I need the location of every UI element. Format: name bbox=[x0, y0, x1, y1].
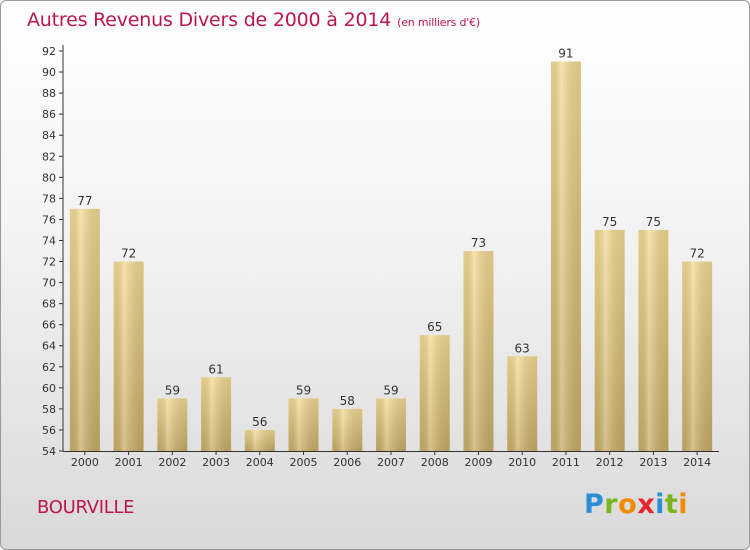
logo-letter: r bbox=[604, 489, 619, 520]
y-tick-label: 82 bbox=[42, 150, 56, 163]
x-tick-label: 2012 bbox=[596, 456, 624, 469]
chart-title-text: Autres Revenus Divers de 2000 à 2014 bbox=[27, 9, 392, 31]
chart-subtitle: (en milliers d'€) bbox=[397, 16, 481, 29]
y-tick-label: 56 bbox=[42, 424, 56, 437]
y-tick-label: 88 bbox=[42, 87, 56, 100]
logo-letter: x bbox=[637, 489, 656, 520]
chart-labels: 77 72 59 61 56 59 58 59 65 73 63 91 75 75 72 bbox=[77, 47, 705, 429]
y-tick-label: 68 bbox=[42, 298, 56, 311]
data-label: 73 bbox=[471, 236, 486, 250]
y-tick-label: 72 bbox=[42, 256, 56, 269]
y-tick-label: 58 bbox=[42, 403, 56, 416]
logo-letter: o bbox=[618, 489, 638, 520]
data-label: 59 bbox=[383, 383, 398, 397]
data-label: 59 bbox=[296, 383, 311, 397]
bar-shade bbox=[244, 429, 275, 451]
data-label: 75 bbox=[602, 215, 617, 229]
x-tick-label: 2007 bbox=[377, 456, 405, 469]
bar-shade bbox=[682, 261, 713, 451]
data-label: 72 bbox=[689, 247, 704, 261]
x-tick-label: 2000 bbox=[71, 456, 99, 469]
bar-shade bbox=[463, 251, 494, 451]
x-tick-label: 2002 bbox=[158, 456, 186, 469]
data-label: 59 bbox=[165, 383, 180, 397]
data-label: 91 bbox=[558, 47, 573, 61]
logo-letter: i bbox=[678, 489, 689, 520]
x-tick-label: 2014 bbox=[683, 456, 711, 469]
data-label: 77 bbox=[77, 194, 92, 208]
y-tick-label: 62 bbox=[42, 361, 56, 374]
data-label: 61 bbox=[208, 362, 223, 376]
x-tick-label: 2010 bbox=[508, 456, 536, 469]
chart-title: Autres Revenus Divers de 2000 à 2014 (en … bbox=[27, 9, 480, 31]
bar-shade bbox=[376, 398, 406, 451]
y-tick-label: 70 bbox=[42, 277, 56, 290]
y-tick-label: 78 bbox=[42, 192, 56, 205]
data-label: 72 bbox=[121, 247, 136, 261]
chart-axes: 54 56 58 60 62 64 66 68 70 72 74 76 78 80 82 84 86 88 90 92… bbox=[42, 45, 719, 469]
data-label: 75 bbox=[646, 215, 661, 229]
bar-shade bbox=[288, 398, 319, 451]
y-tick-label: 76 bbox=[42, 213, 56, 226]
data-label: 63 bbox=[515, 341, 530, 355]
x-tick-label: 2013 bbox=[639, 456, 667, 469]
bar-shade bbox=[550, 61, 581, 452]
proxiti-logo: Proxiti bbox=[584, 489, 688, 520]
x-tick-label: 2004 bbox=[246, 456, 274, 469]
bar-shade bbox=[157, 398, 188, 451]
x-tick-label: 2001 bbox=[115, 456, 143, 469]
bar-shade bbox=[638, 229, 669, 451]
y-tick-label: 60 bbox=[42, 382, 56, 395]
x-tick-label: 2009 bbox=[464, 456, 492, 469]
data-label: 65 bbox=[427, 320, 442, 334]
bar-shade bbox=[69, 208, 100, 451]
data-label: 58 bbox=[340, 394, 355, 408]
location-name: BOURVILLE bbox=[37, 497, 135, 518]
bar-shade bbox=[332, 408, 363, 451]
y-tick-label: 64 bbox=[42, 340, 56, 353]
bar-shade bbox=[201, 377, 232, 451]
bar-shade bbox=[419, 335, 450, 451]
y-tick-label: 84 bbox=[42, 129, 56, 142]
x-tick-label: 2008 bbox=[421, 456, 449, 469]
bar-shade bbox=[594, 229, 625, 451]
y-tick-label: 80 bbox=[42, 171, 56, 184]
data-label: 56 bbox=[252, 415, 267, 429]
x-tick-label: 2011 bbox=[552, 456, 580, 469]
y-tick-label: 90 bbox=[42, 66, 56, 79]
y-tick-label: 54 bbox=[42, 445, 56, 458]
y-tick-label: 66 bbox=[42, 319, 56, 332]
y-tick-label: 86 bbox=[42, 108, 56, 121]
y-tick-label: 92 bbox=[42, 45, 56, 58]
logo-letter: P bbox=[584, 489, 605, 520]
bar-shade bbox=[113, 261, 144, 451]
y-tick-label: 74 bbox=[42, 234, 56, 247]
x-tick-label: 2003 bbox=[202, 456, 230, 469]
chart-bars bbox=[69, 61, 713, 452]
logo-letter: t bbox=[664, 489, 679, 520]
x-tick-label: 2005 bbox=[290, 456, 318, 469]
bar-shade bbox=[507, 356, 538, 451]
logo-letter: i bbox=[655, 489, 665, 520]
x-tick-label: 2006 bbox=[333, 456, 361, 469]
